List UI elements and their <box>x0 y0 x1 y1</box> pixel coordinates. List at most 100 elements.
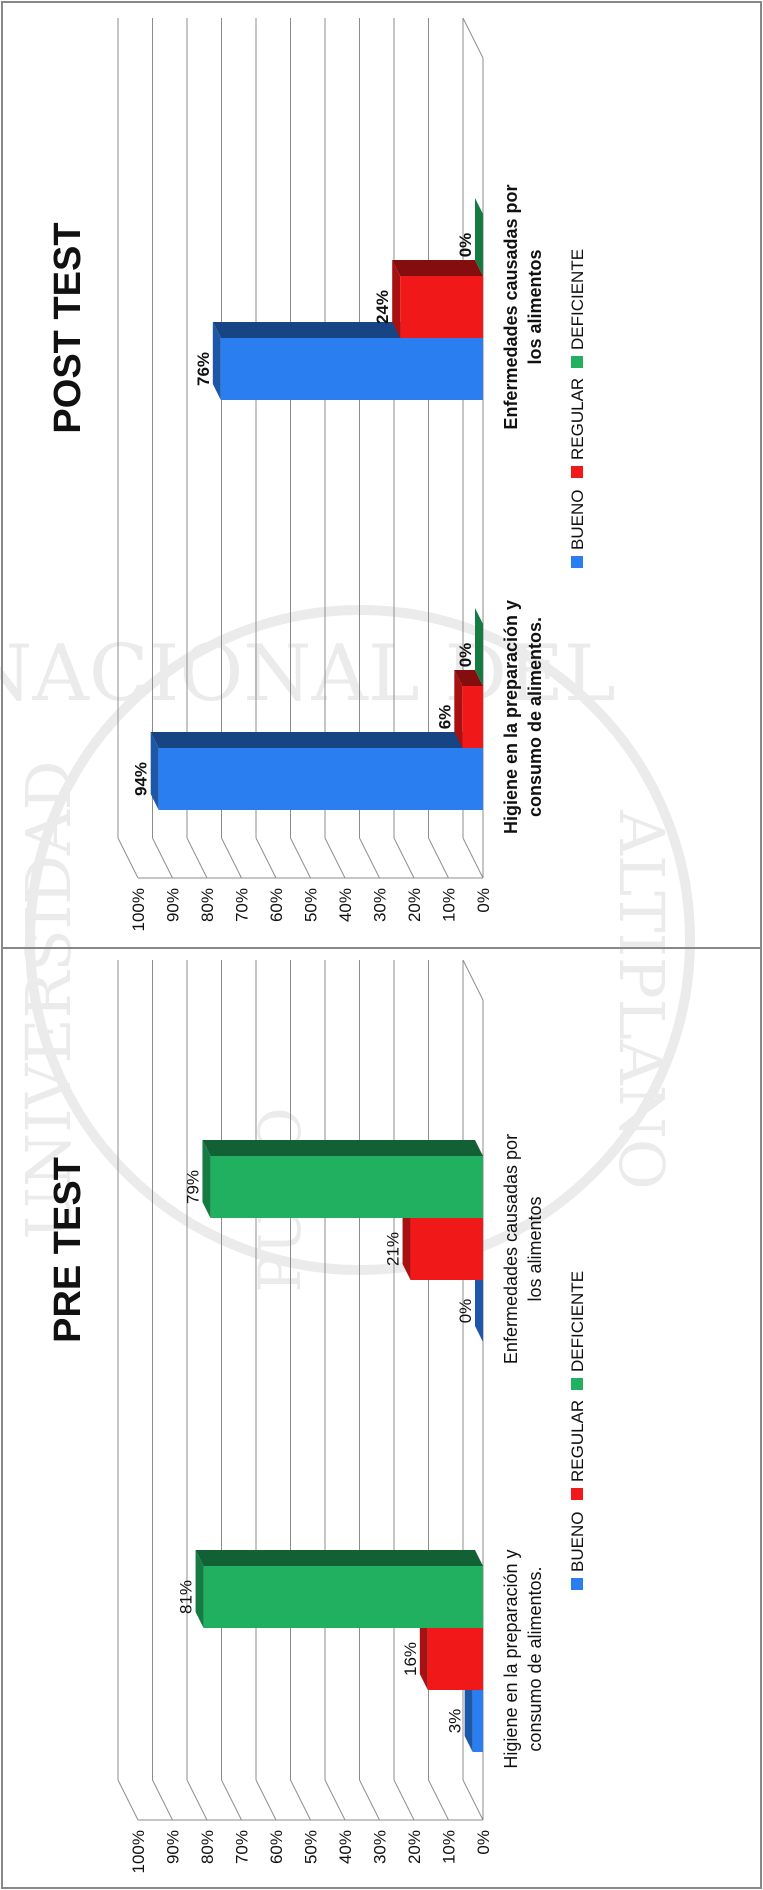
legend-label: REGULAR <box>568 378 587 460</box>
post-test-y-ticks: 0% 10% 20% 30% 40% 50% 60% 70% 80% 90% 100% <box>129 888 493 931</box>
y-tick-label: 10% <box>440 1830 459 1864</box>
gridline-depth <box>324 837 346 879</box>
pre-test-category-labels: Higiene en la preparación y consumo de al… <box>501 1134 545 1769</box>
y-tick-label: 50% <box>302 1830 321 1864</box>
gridline-depth <box>221 837 242 879</box>
y-tick-label: 100% <box>129 888 148 931</box>
category-label: Higiene en la preparación y consumo de al… <box>501 600 545 834</box>
data-label: 79% <box>183 1170 202 1204</box>
pre-test-chart: 0% 10% 20% 30% 40% 50% 60% 70% 80% 90% 100% 3% 16% 8… <box>47 959 587 1873</box>
bar-side-regular <box>454 670 483 686</box>
pre-test-legend: BUENO REGULAR DEFICIENTE <box>568 1271 587 1590</box>
y-tick-label: 10% <box>440 888 459 922</box>
bar-regular <box>410 1218 483 1280</box>
category-label: Enfermedades causadas por los alimentos <box>501 184 545 429</box>
gridline-depth <box>186 837 208 879</box>
y-tick-label: 90% <box>164 1830 183 1864</box>
gridline-depth <box>255 837 277 879</box>
legend-label: DEFICIENTE <box>568 249 587 350</box>
bar-side-bueno <box>150 732 483 748</box>
data-label: 6% <box>435 705 454 730</box>
y-tick-label: 70% <box>233 888 252 922</box>
bar-deficiente <box>203 1566 484 1628</box>
y-tick-label: 80% <box>198 888 217 922</box>
gridline-depth <box>152 1779 173 1821</box>
bar-top-regular <box>402 1202 411 1280</box>
floor-line-depth <box>462 959 484 1001</box>
y-tick-label: 60% <box>267 888 286 922</box>
data-label: 76% <box>194 352 213 386</box>
y-tick-label: 70% <box>233 1830 252 1864</box>
y-tick-label: 0% <box>474 1830 493 1855</box>
pre-test-gridlines <box>117 959 484 1821</box>
bar-top-deficiente <box>475 608 483 686</box>
watermark-layer: NACIONAL DEL UNIVERSIDAD ALTIPLANO PUNO <box>0 605 695 1293</box>
bar-top-bueno <box>212 322 221 400</box>
legend-swatch-deficiente <box>571 1378 583 1390</box>
bar-deficiente <box>210 1156 483 1218</box>
pre-test-bars <box>195 1140 484 1752</box>
legend-swatch-regular <box>571 466 583 478</box>
legend-label: DEFICIENTE <box>568 1271 587 1372</box>
y-tick-label: 40% <box>336 1830 355 1864</box>
y-tick-label: 40% <box>336 888 355 922</box>
gridline-depth <box>393 837 415 879</box>
category-label: Higiene en la preparación y consumo de al… <box>501 1549 545 1768</box>
bar-top-bueno <box>150 732 159 810</box>
post-test-data-labels: 94% 6% 0% 76% 24% 0% <box>132 233 475 796</box>
bar-side-regular <box>392 260 483 276</box>
post-test-bars <box>150 198 484 810</box>
gridline-depth <box>117 837 139 879</box>
category-label: Enfermedades causadas por los alimentos <box>501 1134 545 1364</box>
legend-swatch-bueno <box>571 1578 583 1590</box>
watermark-side-right-text: ALTIPLANO <box>605 809 678 1189</box>
floor-line-depth <box>462 17 484 59</box>
gridline-depth <box>186 1779 208 1821</box>
data-label: 0% <box>456 643 475 668</box>
gridline-depth <box>359 837 380 879</box>
y-tick-label: 80% <box>198 1830 217 1864</box>
gridline-depth <box>290 1779 311 1821</box>
gridline-depth <box>359 1779 380 1821</box>
y-tick-label: 30% <box>371 888 390 922</box>
gridline-depth <box>255 1779 277 1821</box>
data-label: 81% <box>177 1580 196 1614</box>
watermark-side-left-text: UNIVERSIDAD <box>12 761 85 1240</box>
legend-swatch-bueno <box>571 556 583 568</box>
gridline-depth <box>324 1779 346 1821</box>
bar-top-bueno <box>464 1674 473 1752</box>
post-test-legend: BUENO REGULAR DEFICIENTE <box>568 249 587 568</box>
pre-test-data-labels: 3% 16% 81% 0% 21% 79% <box>177 1170 475 1733</box>
y-tick-label: 50% <box>302 888 321 922</box>
gridline-depth <box>428 1779 449 1821</box>
y-tick-label: 30% <box>371 1830 390 1864</box>
legend-label: BUENO <box>568 1512 587 1572</box>
data-label: 94% <box>132 762 151 796</box>
bar-top-deficiente <box>475 198 483 276</box>
bar-bueno <box>158 748 483 810</box>
bar-side-deficiente <box>202 1140 483 1156</box>
bar-top-deficiente <box>202 1140 211 1218</box>
pre-test-y-ticks: 0% 10% 20% 30% 40% 50% 60% 70% 80% 90% 100% <box>129 1830 493 1873</box>
data-label: 16% <box>401 1642 420 1676</box>
bar-top-bueno <box>475 1264 483 1342</box>
bar-regular <box>400 276 484 338</box>
y-tick-label: 90% <box>164 888 183 922</box>
bar-top-regular <box>454 670 463 748</box>
post-test-chart: 0% 10% 20% 30% 40% 50% 60% 70% 80% 90% 100% 94% 6% 0… <box>47 17 587 931</box>
legend-label: REGULAR <box>568 1400 587 1482</box>
gridline-depth <box>290 837 311 879</box>
post-test-title: POST TEST <box>47 222 89 433</box>
y-tick-label: 0% <box>474 888 493 913</box>
gridline-depth <box>462 1779 484 1821</box>
bar-top-deficiente <box>195 1550 204 1628</box>
data-label: 0% <box>456 1299 475 1324</box>
bar-bueno <box>220 338 484 400</box>
bar-regular <box>427 1628 483 1690</box>
bar-regular <box>462 686 483 748</box>
post-test-category-labels: Higiene en la preparación y consumo de al… <box>501 184 545 834</box>
y-tick-label: 20% <box>405 1830 424 1864</box>
